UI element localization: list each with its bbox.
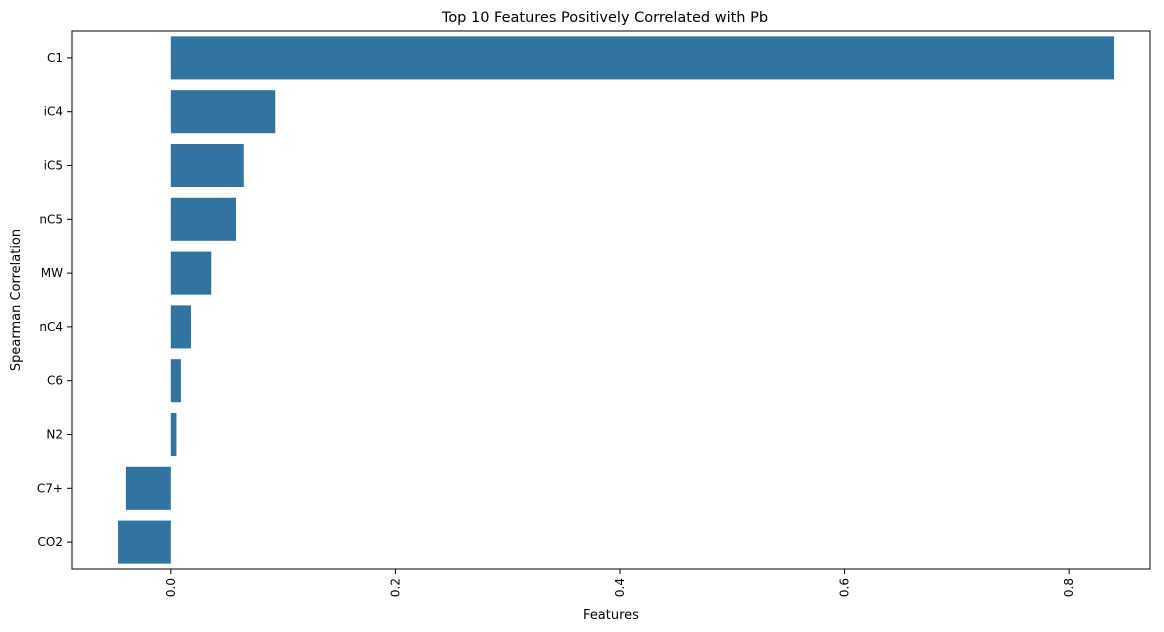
bar-mw [170, 251, 212, 295]
y-tick-label: iC4 [44, 105, 63, 119]
bar-co2 [118, 520, 171, 564]
y-tick-label: MW [41, 266, 63, 280]
x-tick-label: 0.2 [388, 578, 402, 597]
y-tick-label: nC5 [39, 212, 63, 226]
y-tick-label: iC5 [44, 159, 63, 173]
bar-ic4 [170, 90, 276, 134]
x-tick-label: 0.4 [613, 578, 627, 597]
chart-title: Top 10 Features Positively Correlated wi… [441, 10, 768, 26]
bar-n2 [170, 412, 177, 457]
x-tick-label: 0.6 [838, 578, 852, 597]
y-axis-title: Spearman Correlation [9, 229, 24, 371]
y-tick-label: C1 [47, 51, 63, 65]
bars [118, 36, 1115, 564]
x-tick-label: 0.0 [164, 578, 178, 597]
y-tick-label: nC4 [39, 320, 63, 334]
y-tick-label: C6 [47, 374, 63, 388]
y-tick-label: CO2 [38, 535, 63, 549]
y-tick-label: C7+ [37, 481, 63, 495]
bar-ic5 [170, 143, 244, 188]
bar-c7- [125, 466, 171, 510]
bar-nc5 [170, 197, 236, 241]
y-tick-label: N2 [46, 428, 63, 442]
bar-nc4 [170, 305, 192, 349]
y-axis-ticks: C1 iC4 iC5 nC5 MW nC4 C6 N2 C7+ CO2 [37, 51, 72, 549]
x-axis-title: Features [583, 608, 639, 623]
x-axis-ticks: 0.0 0.2 0.4 0.6 0.8 [164, 569, 1076, 597]
bar-c6 [170, 359, 181, 403]
x-tick-label: 0.8 [1062, 578, 1076, 597]
plot-frame [71, 30, 1151, 570]
bar-c1 [170, 36, 1115, 80]
